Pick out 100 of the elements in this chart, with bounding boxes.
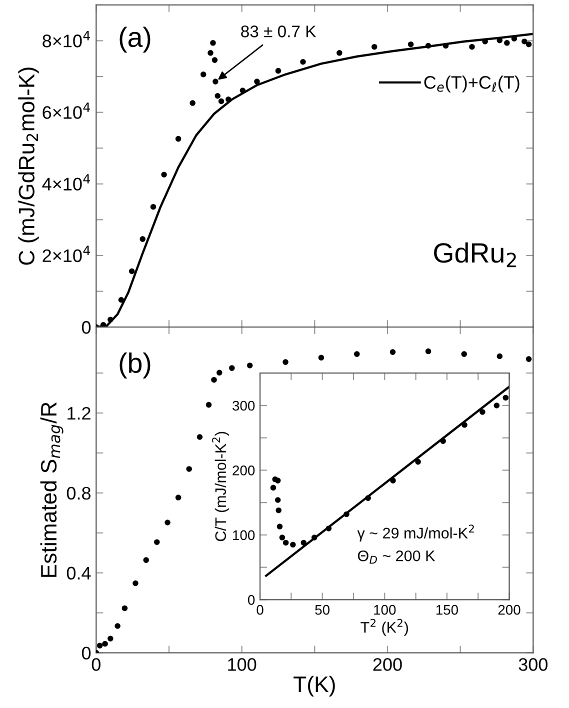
point	[240, 88, 246, 94]
point	[522, 38, 528, 44]
point	[440, 438, 446, 444]
x-tick-label: 300	[518, 658, 548, 671]
y-tick-label: 100	[233, 530, 255, 540]
point	[102, 640, 108, 647]
y-axis-title: C (mJ/GdRu$_{2}$mol-K)	[18, 68, 39, 265]
point	[118, 297, 124, 303]
point	[276, 507, 282, 514]
x-tick-label: 0	[92, 658, 100, 671]
point	[526, 41, 532, 48]
annotation: (b)	[120, 352, 150, 378]
point	[282, 359, 288, 365]
point	[300, 540, 307, 546]
point	[461, 351, 467, 357]
point	[226, 96, 232, 102]
point	[206, 402, 212, 408]
point	[425, 348, 432, 354]
x-tick-label: 200	[373, 658, 402, 671]
point	[218, 98, 224, 104]
point	[415, 458, 421, 465]
point	[254, 78, 260, 84]
point	[161, 172, 167, 178]
x-tick-label: 50	[315, 604, 330, 615]
point	[208, 50, 214, 56]
point	[200, 72, 206, 78]
point	[344, 511, 350, 518]
point	[196, 434, 203, 440]
annotation: (a)	[120, 26, 150, 53]
x-tick-label: 200	[498, 604, 520, 615]
point	[390, 478, 396, 484]
point	[114, 623, 120, 629]
y-tick-label: 1.2	[68, 406, 90, 420]
point	[354, 351, 360, 357]
x-axis-title: T$^{2}$ (K$^{2}$)	[360, 618, 408, 636]
point	[140, 236, 146, 242]
point	[480, 409, 486, 415]
point	[300, 58, 306, 65]
point	[526, 356, 532, 362]
point	[128, 268, 135, 274]
annotation: γ ~ 29 mJ/mol-K$^{2}$	[357, 524, 474, 542]
point	[290, 542, 296, 548]
point	[190, 100, 196, 106]
y-tick-label: 300	[232, 400, 255, 411]
point	[336, 50, 342, 56]
point	[212, 78, 218, 84]
point	[132, 580, 138, 586]
point	[143, 557, 150, 563]
y-tick-label: 0	[82, 321, 91, 334]
y-tick-label: 200	[232, 466, 255, 476]
point	[274, 497, 281, 503]
y-tick-label: 6×10$^{4}$	[42, 102, 90, 119]
point	[496, 353, 503, 360]
annotation: GdRu$_{2}$	[434, 242, 516, 268]
point	[150, 204, 156, 210]
x-tick-label: 0	[256, 604, 264, 615]
point	[108, 636, 114, 642]
point	[408, 41, 414, 48]
y-tick-label: 0.4	[66, 566, 91, 580]
point	[390, 349, 396, 355]
annotation: Θ$_{D}$ ~ 200 K	[358, 550, 436, 564]
point	[175, 136, 182, 142]
point	[469, 44, 475, 50]
point	[442, 42, 449, 49]
point	[494, 402, 500, 408]
y-tick-label: 0	[248, 595, 255, 605]
point	[216, 370, 222, 376]
point	[122, 605, 128, 612]
point	[186, 466, 192, 472]
point	[214, 92, 221, 99]
y-tick-label: 4×10$^{4}$	[42, 174, 90, 191]
point	[462, 422, 468, 428]
point	[365, 495, 371, 501]
point	[311, 534, 318, 540]
point	[246, 362, 253, 368]
point	[270, 484, 276, 491]
x-tick-label: 150	[436, 604, 458, 615]
point	[504, 40, 510, 46]
y-axis-title: Estimated S$_{mag}$/R	[40, 402, 64, 577]
x-tick-label: 100	[374, 604, 396, 615]
point	[96, 642, 103, 648]
point	[326, 526, 332, 532]
point	[175, 494, 182, 500]
y-tick-label: 8×10$^{4}$	[42, 31, 90, 48]
point	[108, 316, 114, 322]
x-axis-title: T(K)	[294, 676, 335, 697]
point	[275, 68, 282, 74]
point	[154, 539, 160, 545]
legend-label: C$_{e}$(T)+C$_{ℓ}$(T)	[424, 76, 520, 92]
point	[212, 57, 218, 63]
point	[425, 42, 432, 49]
annotation: 83 ± 0.7 K	[241, 26, 316, 38]
y-tick-label: 0	[82, 646, 91, 660]
point	[318, 354, 324, 361]
y-tick-label: 2×10$^{4}$	[42, 246, 90, 262]
point	[502, 394, 509, 401]
point	[282, 540, 289, 546]
point	[164, 520, 170, 526]
point	[371, 44, 378, 50]
point	[229, 365, 235, 371]
